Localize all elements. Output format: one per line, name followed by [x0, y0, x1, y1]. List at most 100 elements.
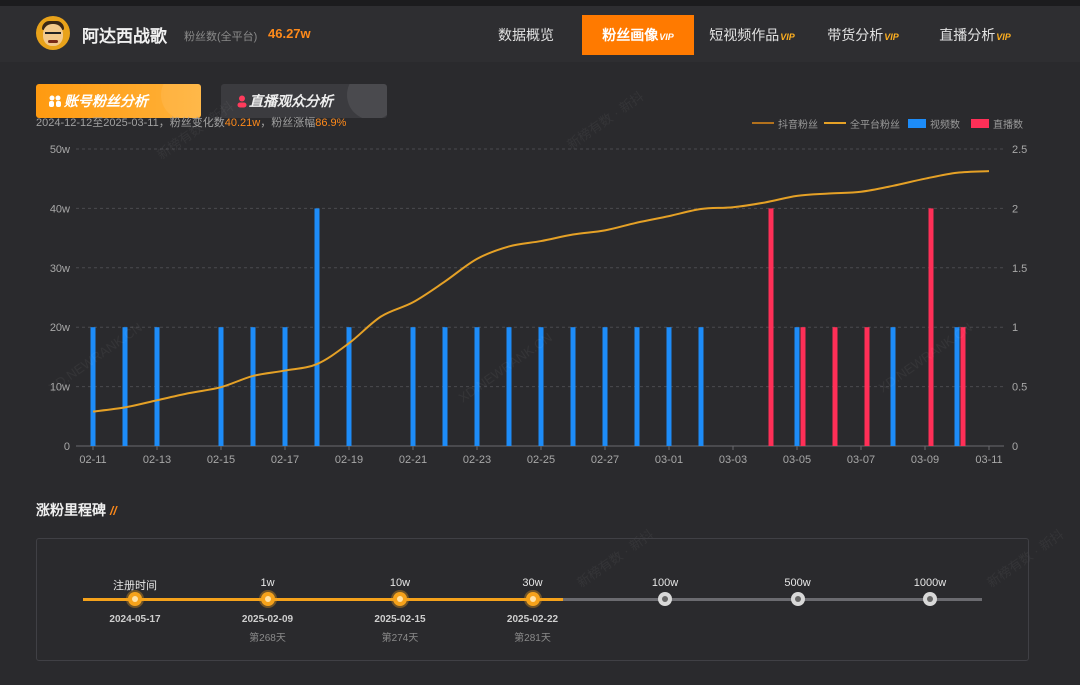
video-count-bar	[410, 327, 416, 446]
x-tick-label: 02-19	[335, 454, 363, 466]
legend-video-count[interactable]: 视频数	[908, 116, 960, 131]
nav-data-overview[interactable]: 数据概览	[486, 15, 566, 55]
avatar-glasses	[45, 32, 61, 36]
milestone-locked-icon	[923, 592, 937, 606]
milestone-title-text: 涨粉里程碑	[36, 502, 106, 518]
milestone-label: 10w	[389, 577, 411, 589]
x-tick-label: 02-15	[207, 454, 235, 466]
x-tick-label: 03-03	[719, 454, 747, 466]
y-left-tick-label: 30w	[50, 263, 70, 275]
legend-douyin-fans[interactable]: 抖音粉丝	[752, 116, 818, 131]
tab-decoration	[347, 84, 387, 118]
milestone-date: 2024-05-17	[109, 614, 161, 625]
legend-all-platform-fans[interactable]: 全平台粉丝	[824, 116, 900, 131]
nav-label: 粉丝画像	[602, 27, 659, 43]
y-right-tick-label: 1.5	[1012, 263, 1027, 275]
video-count-bar	[538, 327, 544, 446]
x-tick-label: 02-17	[271, 454, 299, 466]
summary-change: 40.21w	[224, 117, 261, 129]
nav-label: 数据概览	[498, 27, 554, 43]
summary-growth: 86.9%	[315, 117, 347, 129]
y-right-tick-label: 1	[1012, 322, 1018, 334]
fans-count-label: 粉丝数(全平台)	[184, 31, 258, 43]
milestone-locked-icon	[658, 592, 672, 606]
x-tick-label: 02-25	[527, 454, 555, 466]
video-count-bar	[90, 327, 96, 446]
nav-label: 带货分析	[827, 27, 884, 43]
tab-label: 账号粉丝分析	[64, 93, 148, 109]
video-count-bar	[506, 327, 512, 446]
video-count-bar	[634, 327, 640, 446]
milestone-label: 30w	[522, 577, 543, 589]
fans-count-value: 46.27w	[268, 26, 311, 41]
nav-fan-portrait[interactable]: 粉丝画像VIP	[582, 15, 694, 55]
nav-label: 直播分析	[939, 27, 996, 43]
avatar[interactable]	[36, 16, 70, 50]
legend-label: 直播数	[993, 119, 1023, 131]
summary-middle: ，粉丝涨幅	[260, 117, 316, 129]
vip-badge: VIP	[996, 32, 1011, 42]
milestone-node-center	[397, 596, 403, 602]
milestone-label: 500w	[784, 577, 811, 589]
account-name: 阿达西战歌	[82, 27, 167, 46]
vip-badge: VIP	[659, 32, 674, 42]
video-count-bar	[698, 327, 704, 446]
video-count-bar	[666, 327, 672, 446]
all-platform-fans-line	[92, 170, 990, 413]
vip-badge: VIP	[884, 32, 899, 42]
legend-label: 抖音粉丝	[778, 119, 818, 131]
live-count-bar	[800, 327, 806, 446]
nav-label: 短视频作品	[709, 27, 780, 43]
video-count-bar	[890, 327, 896, 446]
fans-group-icon	[49, 95, 61, 107]
vip-badge: VIP	[780, 32, 795, 42]
nav-live-analysis[interactable]: 直播分析VIP	[930, 15, 1020, 55]
milestone-node-center	[927, 596, 933, 602]
milestone-label: 1000w	[913, 577, 947, 589]
live-count-bar	[928, 208, 934, 446]
milestone-node-center	[529, 596, 536, 602]
avatar-mouth	[48, 40, 58, 43]
video-count-bar	[314, 208, 320, 446]
x-tick-label: 02-13	[143, 454, 171, 466]
x-tick-label: 02-27	[591, 454, 619, 466]
milestone-label: 100w	[651, 577, 679, 589]
tab-decoration	[161, 84, 201, 118]
legend-live-count[interactable]: 直播数	[971, 116, 1023, 131]
video-count-bar	[570, 327, 576, 446]
milestone-panel	[36, 538, 1029, 661]
nav-sales-analysis[interactable]: 带货分析VIP	[818, 15, 908, 55]
video-count-bar	[442, 327, 448, 446]
video-count-bar	[282, 327, 288, 446]
tab-live-audience[interactable]: 直播观众分析	[221, 84, 387, 118]
live-count-bar	[768, 208, 774, 446]
x-tick-label: 03-09	[911, 454, 939, 466]
x-tick-label: 03-01	[655, 454, 683, 466]
summary-prefix: 2024-12-12至2025-03-11，粉丝变化数	[36, 117, 225, 129]
y-right-tick-label: 0.5	[1012, 382, 1027, 394]
milestone-date: 2025-02-22	[506, 614, 559, 625]
milestone-progress-track	[83, 598, 563, 601]
video-count-bar	[474, 327, 480, 446]
x-tick-label: 02-23	[463, 454, 491, 466]
nav-short-video[interactable]: 短视频作品VIP	[702, 15, 802, 55]
legend-label: 视频数	[930, 119, 960, 131]
legend-line-swatch	[752, 122, 774, 124]
y-left-tick-label: 10w	[50, 382, 70, 394]
milestone-days: 第281天	[514, 633, 551, 644]
video-count-bar	[954, 327, 960, 446]
legend-box-swatch	[971, 118, 989, 128]
y-left-tick-label: 20w	[50, 322, 70, 334]
y-left-tick-label: 50w	[50, 144, 70, 156]
milestone-reached-icon	[260, 592, 275, 606]
milestone-locked-icon	[790, 592, 805, 606]
tab-account-fans[interactable]: 账号粉丝分析	[36, 84, 201, 118]
milestone-node-center	[662, 596, 668, 602]
milestone-node-center	[794, 596, 801, 602]
video-count-bar	[250, 327, 256, 446]
audience-icon	[237, 95, 247, 108]
legend-label: 全平台粉丝	[850, 119, 900, 131]
milestone-node-center	[264, 596, 271, 602]
fans-trend-chart: 0 0 10w 0.5 20w 1 30w 1.5 40w 2 50w 2.5 02-11 02-13 02…	[50, 144, 1027, 466]
x-tick-label: 02-11	[79, 454, 106, 466]
